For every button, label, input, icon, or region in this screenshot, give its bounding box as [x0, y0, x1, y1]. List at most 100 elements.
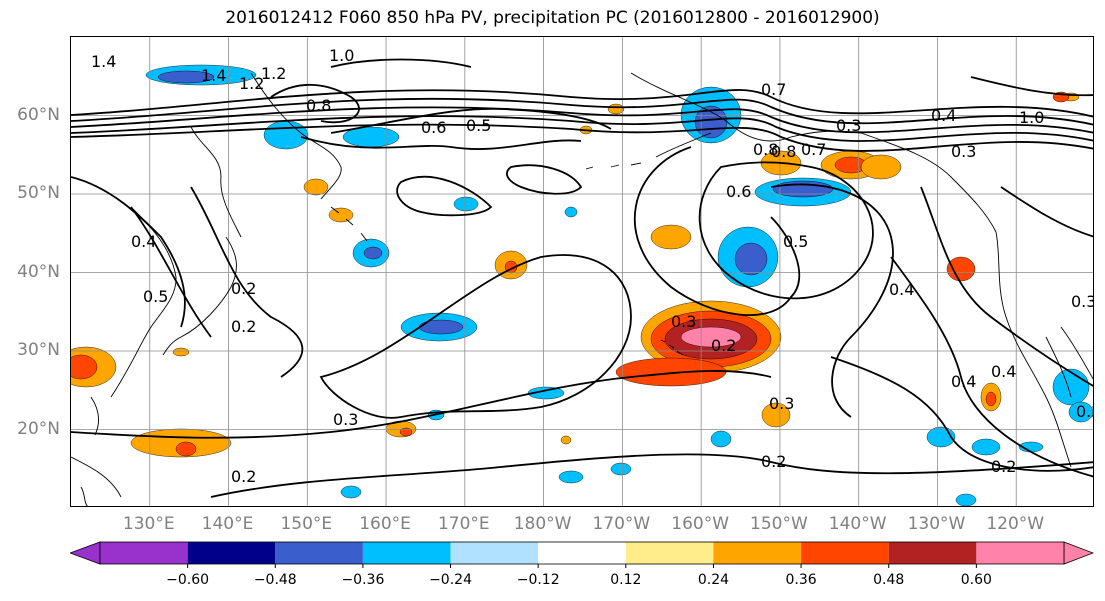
contour-label: 0.2 — [231, 467, 256, 486]
colorbar-tick-label: 0.36 — [785, 572, 817, 588]
precip-shade-area — [172, 347, 190, 357]
pv-contour-line — [330, 58, 472, 68]
precip-shade-area — [418, 319, 464, 335]
contour-label: 0.3 — [836, 116, 861, 135]
precip-shade-area — [772, 180, 834, 198]
contour-label-layer: 1.4 1.0 1.4 1.21.2 0.8 0.6 0.5 0.7 0.3 0.4 0.3 1.0 0… — [91, 46, 1094, 486]
precip-shade-area — [650, 224, 692, 250]
latitude-tick-label: 60°N — [17, 104, 60, 125]
map-panel: 1.4 1.0 1.4 1.2 1.2 0.8 0.6 0.5 0.7 0.3 0.4 0.3 1.0 0… — [70, 36, 1094, 507]
longitude-tick-label: 140°E — [201, 514, 254, 534]
colorbar-tick-label: 0.24 — [697, 572, 730, 588]
contour-label: 1.2 — [261, 64, 286, 83]
colorbar-tick-label: −0.12 — [516, 572, 560, 588]
contour-label: 0.2 — [231, 317, 256, 336]
coastline — [330, 206, 368, 242]
pv-contour-line — [210, 453, 1093, 498]
coastline — [1045, 326, 1093, 398]
contour-label: 0.8 — [306, 96, 331, 115]
colorbar-tick-label: −0.48 — [253, 572, 297, 588]
colorbar-segment — [976, 542, 1064, 564]
contour-label: 1.0 — [1019, 108, 1044, 127]
coastline — [585, 132, 712, 170]
precip-shade-area — [303, 178, 329, 196]
colorbar-tick-label: −0.60 — [166, 572, 210, 588]
contour-label: 1.4 — [91, 52, 116, 71]
contour-label: 1.0 — [329, 46, 354, 65]
contour-label: 0.5 — [143, 287, 168, 306]
pv-contour-line — [698, 161, 874, 300]
contour-label: 0.2 — [231, 279, 256, 298]
colorbar-tick-label: −0.24 — [429, 572, 472, 588]
latitude-tick-label: 50°N — [17, 183, 60, 203]
colorbar-extend-min — [70, 541, 101, 565]
map-canvas: 1.4 1.0 1.4 1.21.2 0.8 0.6 0.5 0.7 0.3 0.4 0.3 1.0 0… — [71, 37, 1094, 506]
contour-label: 0.2 — [761, 452, 786, 471]
precip-shade-area — [175, 441, 197, 457]
precip-shade-area — [340, 485, 362, 499]
pv-contour-line — [330, 107, 612, 134]
coastline — [110, 206, 177, 398]
coastline — [860, 132, 997, 233]
precip-shade-area — [453, 196, 479, 212]
contour-label: 0.7 — [801, 140, 826, 159]
contour-label: 0.2 — [1076, 402, 1094, 421]
chart-title: 2016012412 F060 850 hPa PV, precipitatio… — [225, 8, 880, 28]
contour-label: 0.4 — [931, 106, 956, 125]
colorbar-extend-max — [1063, 541, 1094, 565]
coastline — [162, 236, 237, 356]
pv-contour-line — [633, 146, 801, 316]
pv-contour-line — [71, 176, 186, 328]
pv-contour-line — [300, 136, 582, 150]
contour-label: 0.5 — [466, 116, 491, 135]
colorbar-segment — [801, 542, 889, 564]
coastline — [250, 72, 342, 200]
colorbar-segment — [362, 542, 451, 564]
coastline — [660, 339, 684, 356]
colorbar-segment — [450, 542, 539, 564]
precip-shade-area — [1068, 401, 1093, 423]
precip-shade-area — [615, 357, 727, 387]
pv-contour-line — [396, 175, 493, 217]
longitude-tick-label: 130°E — [122, 514, 175, 534]
colorbar-segment — [888, 542, 977, 564]
precip-shade-area — [734, 242, 768, 276]
precip-shade-area — [680, 326, 742, 348]
precip-shade-area — [564, 206, 578, 218]
precip-shade-area — [399, 427, 413, 437]
pv-contour-line — [71, 97, 1093, 126]
precip-shade-area — [558, 470, 584, 484]
longitude-tick-label: 150°E — [280, 514, 333, 534]
precip-shade-area — [363, 246, 383, 260]
contour-label: 0.3 — [1071, 292, 1094, 311]
contour-label: 1.4 — [201, 66, 226, 85]
longitude-tick-label: 160°W — [671, 514, 730, 534]
precip-shade-area — [710, 430, 732, 448]
coastline-layer — [71, 72, 1093, 506]
longitude-tick-label: 120°W — [986, 514, 1045, 534]
contour-label: 0.2 — [711, 336, 736, 355]
colorbar-segment — [100, 542, 188, 564]
precip-shade-area — [607, 103, 625, 115]
latitude-tick-label: 20°N — [17, 418, 60, 439]
precip-shade-area — [971, 438, 1001, 456]
colorbar-segment — [275, 542, 363, 564]
colorbar-segment — [625, 542, 714, 564]
contour-label: 0.6 — [421, 118, 446, 137]
pv-contour-line — [130, 206, 212, 338]
pv-contour-line — [71, 123, 1093, 152]
pv-contour-line — [970, 76, 1093, 97]
colorbar-segment — [187, 542, 276, 564]
pv-contour-line — [71, 115, 1093, 142]
precip-shade-area — [527, 386, 565, 400]
contour-label: 0.4 — [131, 232, 156, 251]
contour-label: 0.4 — [991, 362, 1016, 381]
colorbar-segment — [538, 542, 626, 564]
precip-shade-area — [985, 391, 997, 407]
coastline — [71, 396, 122, 498]
contour-label: 0.4 — [951, 372, 976, 391]
contour-label: 1.2 — [239, 74, 264, 93]
contour-label: 0.4 — [889, 280, 914, 299]
colorbar — [70, 541, 1094, 568]
colorbar-tick-label: 0.12 — [610, 572, 642, 588]
